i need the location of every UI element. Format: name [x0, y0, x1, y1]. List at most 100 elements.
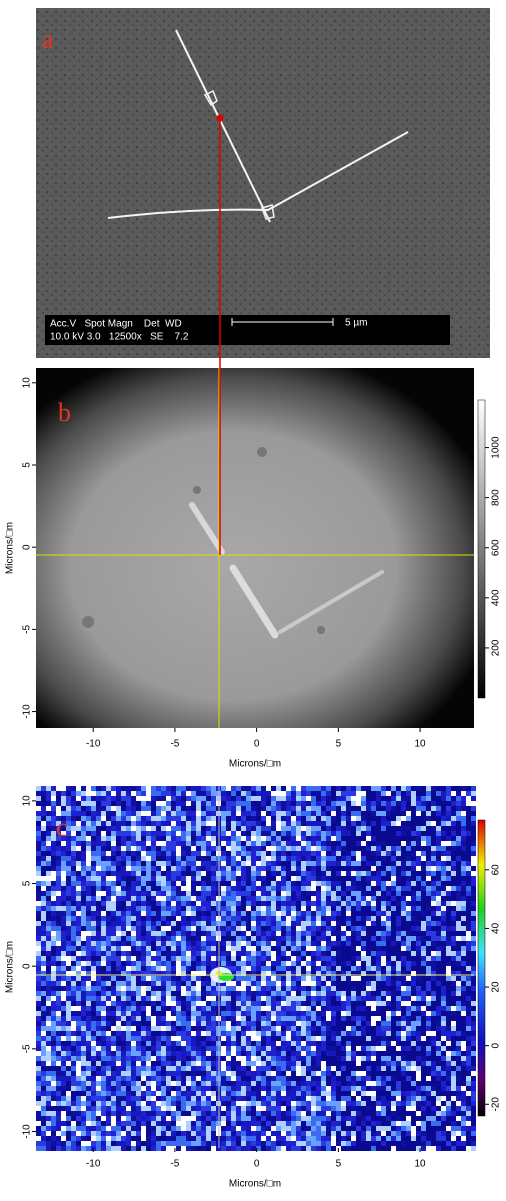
info-header: Acc.V Spot Magn Det WD: [50, 319, 182, 330]
noise: [331, 951, 336, 956]
noise: [256, 976, 261, 981]
noise: [271, 1036, 276, 1041]
noise: [396, 941, 401, 946]
noise: [176, 896, 181, 901]
noise: [346, 931, 351, 936]
noise: [256, 936, 261, 941]
noise: [401, 826, 406, 831]
noise: [291, 1021, 296, 1026]
noise: [86, 911, 91, 916]
noise: [201, 861, 206, 866]
noise: [451, 1056, 456, 1061]
noise: [76, 821, 81, 826]
noise: [36, 961, 41, 966]
noise: [316, 976, 321, 981]
noise: [361, 821, 366, 826]
noise: [166, 976, 171, 981]
noise: [331, 1051, 336, 1056]
noise: [446, 911, 451, 916]
noise: [261, 906, 266, 911]
noise: [111, 841, 116, 846]
noise: [261, 1001, 266, 1006]
noise: [346, 956, 351, 961]
noise: [161, 906, 166, 911]
noise: [86, 876, 91, 881]
noise: [451, 906, 456, 911]
noise: [356, 871, 361, 876]
noise: [331, 891, 336, 896]
noise: [161, 1046, 166, 1051]
noise: [121, 846, 126, 851]
noise: [436, 946, 441, 951]
noise: [366, 866, 371, 871]
noise: [186, 801, 191, 806]
noise: [296, 986, 301, 991]
noise: [416, 1016, 421, 1021]
noise: [291, 1041, 296, 1046]
noise: [71, 931, 76, 936]
noise: [196, 896, 201, 901]
noise: [421, 1021, 426, 1026]
noise: [121, 816, 126, 821]
noise: [101, 1011, 106, 1016]
noise: [371, 906, 376, 911]
noise: [381, 861, 386, 866]
noise: [51, 1026, 56, 1031]
noise: [361, 1016, 366, 1021]
noise: [456, 886, 461, 891]
noise: [471, 836, 476, 841]
noise: [456, 1016, 461, 1021]
noise: [296, 1041, 301, 1046]
noise: [346, 996, 351, 1001]
noise: [296, 1006, 301, 1011]
noise: [401, 916, 406, 921]
noise: [356, 931, 361, 936]
noise: [271, 976, 276, 981]
noise: [251, 1016, 256, 1021]
noise: [221, 1016, 226, 1021]
noise: [311, 861, 316, 866]
noise: [221, 826, 226, 831]
noise: [76, 876, 81, 881]
noise: [411, 1061, 416, 1066]
noise: [261, 801, 266, 806]
noise: [281, 926, 286, 931]
noise: [151, 921, 156, 926]
noise: [96, 1041, 101, 1046]
noise: [356, 961, 361, 966]
noise: [196, 926, 201, 931]
noise: [176, 1011, 181, 1016]
noise: [41, 791, 46, 796]
noise: [56, 806, 61, 811]
noise: [211, 1006, 216, 1011]
noise: [46, 1066, 51, 1071]
noise: [326, 881, 331, 886]
noise: [301, 1016, 306, 1021]
noise: [181, 1061, 186, 1066]
noise: [61, 866, 66, 871]
noise: [316, 851, 321, 856]
noise: [426, 901, 431, 906]
noise: [221, 891, 226, 896]
noise: [351, 841, 356, 846]
noise: [296, 1036, 301, 1041]
noise: [431, 841, 436, 846]
noise: [426, 851, 431, 856]
noise: [411, 816, 416, 821]
noise: [371, 986, 376, 991]
noise: [421, 916, 426, 921]
noise: [76, 836, 81, 841]
noise: [341, 871, 346, 876]
noise: [211, 951, 216, 956]
noise: [391, 1056, 396, 1061]
noise: [191, 941, 196, 946]
noise: [421, 941, 426, 946]
noise: [386, 851, 391, 856]
noise: [156, 811, 161, 816]
noise: [266, 991, 271, 996]
noise: [91, 1051, 96, 1056]
noise: [71, 896, 76, 901]
noise: [221, 1046, 226, 1051]
noise: [136, 1021, 141, 1026]
noise: [211, 866, 216, 871]
